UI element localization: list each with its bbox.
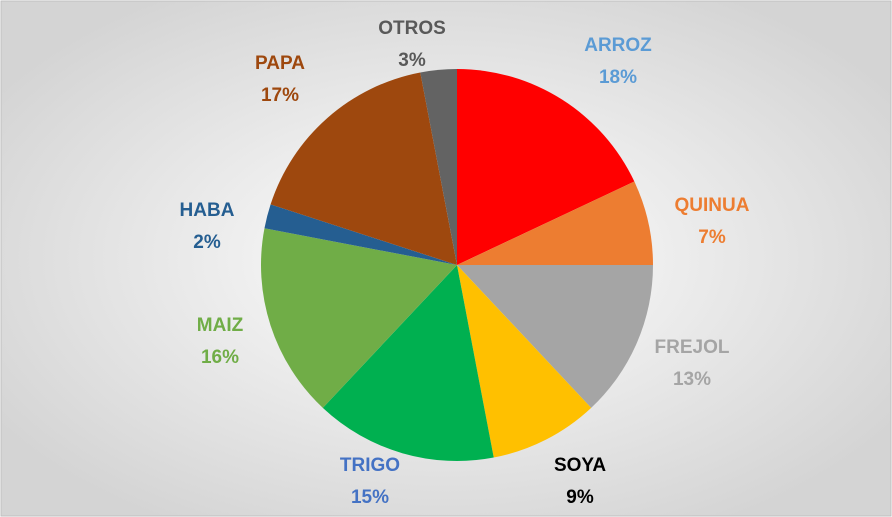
- pie-slice: [457, 265, 592, 458]
- pie-slice: [270, 72, 457, 265]
- pie-slice: [420, 69, 457, 265]
- slice-name: TRIGO: [340, 455, 400, 476]
- slice-value: 9%: [566, 487, 594, 508]
- slice-value: 13%: [673, 369, 711, 390]
- slice-name: MAIZ: [197, 315, 244, 336]
- slice-value: 7%: [698, 227, 726, 248]
- slice-name: QUINUA: [675, 195, 750, 216]
- slice-value: 17%: [261, 85, 299, 106]
- pie-slice: [457, 265, 653, 408]
- pie-slice: [457, 181, 653, 265]
- slice-name: HABA: [180, 200, 235, 221]
- pie-slice: [457, 69, 635, 265]
- slice-value: 18%: [599, 67, 637, 88]
- slice-value: 15%: [351, 487, 389, 508]
- slice-name: OTROS: [378, 18, 446, 39]
- slice-name: SOYA: [554, 455, 606, 476]
- slice-name: ARROZ: [584, 35, 652, 56]
- slice-name: FREJOL: [655, 337, 730, 358]
- slice-value: 2%: [193, 232, 221, 253]
- pie-slice: [264, 204, 457, 265]
- pie-slice: [261, 228, 457, 408]
- slice-value: 16%: [201, 347, 239, 368]
- slice-name: PAPA: [255, 53, 305, 74]
- slice-value: 3%: [398, 50, 426, 71]
- pie-slice: [322, 265, 494, 461]
